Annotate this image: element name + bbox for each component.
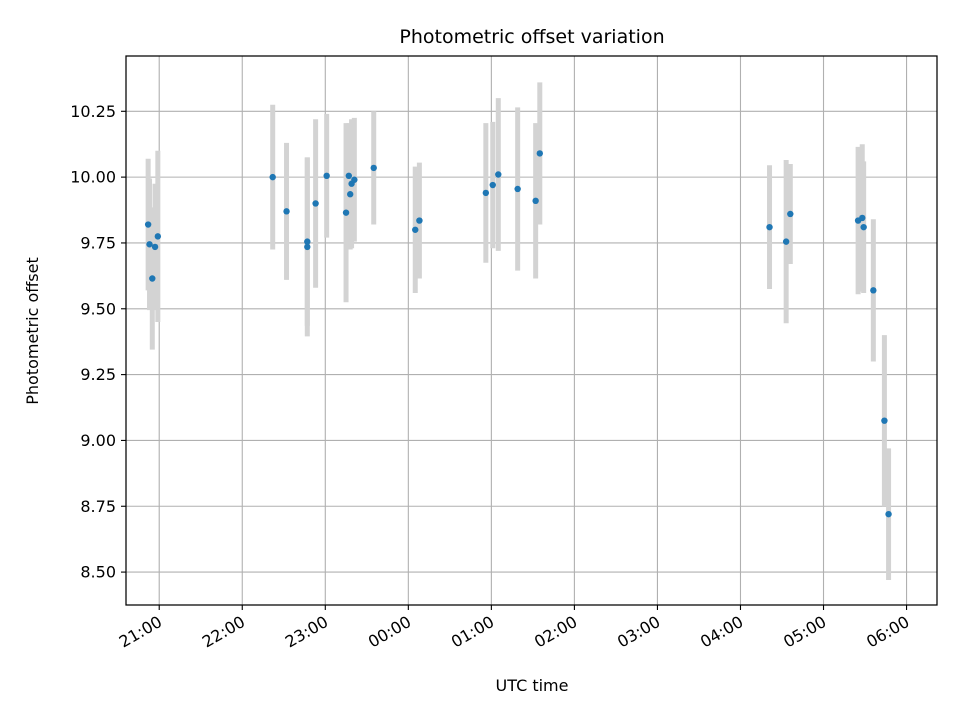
y-axis-ticks: 8.50 8.75 9.00 9.25 9.50 9.75 10.00 10.25 bbox=[70, 102, 126, 582]
data-point bbox=[304, 243, 311, 251]
data-point bbox=[495, 171, 502, 178]
data-point bbox=[342, 209, 350, 216]
data-point bbox=[881, 417, 888, 424]
data-point bbox=[144, 221, 152, 228]
data-point bbox=[885, 510, 892, 518]
y-tick-label: 9.25 bbox=[80, 365, 116, 384]
data-point bbox=[870, 287, 877, 294]
data-point bbox=[351, 176, 358, 183]
data-point bbox=[532, 197, 539, 205]
data-point bbox=[370, 164, 377, 172]
data-point bbox=[304, 238, 311, 245]
y-tick-label: 10.00 bbox=[70, 168, 116, 187]
chart-title: Photometric offset variation bbox=[399, 26, 664, 48]
data-point bbox=[766, 223, 773, 231]
y-tick-label: 8.50 bbox=[80, 563, 116, 582]
axes-frame bbox=[125, 55, 938, 606]
data-point bbox=[782, 238, 790, 245]
data-point bbox=[149, 275, 156, 282]
data-point bbox=[345, 172, 353, 180]
data-point bbox=[146, 241, 153, 248]
data-point bbox=[412, 226, 419, 233]
data-point bbox=[489, 181, 496, 189]
data-point bbox=[323, 172, 330, 180]
data-point bbox=[859, 214, 866, 222]
data-point bbox=[347, 191, 354, 198]
data-point bbox=[536, 150, 544, 157]
data-point bbox=[787, 210, 794, 218]
data-points bbox=[144, 150, 892, 518]
data-point bbox=[482, 189, 490, 197]
data-point bbox=[312, 200, 319, 207]
data-point bbox=[416, 217, 423, 224]
data-point bbox=[860, 223, 867, 231]
data-point bbox=[514, 185, 521, 193]
x-axis-label: UTC time bbox=[496, 676, 569, 695]
y-tick-label: 8.75 bbox=[80, 497, 116, 516]
y-tick-label: 9.75 bbox=[80, 233, 116, 252]
y-tick-label: 10.25 bbox=[70, 102, 116, 121]
data-point bbox=[269, 173, 276, 181]
y-tick-label: 9.50 bbox=[80, 299, 116, 318]
data-point bbox=[151, 243, 159, 251]
data-point bbox=[154, 233, 162, 240]
grid bbox=[126, 56, 937, 605]
data-point bbox=[283, 208, 290, 215]
y-axis-label: Photometric offset bbox=[23, 257, 42, 405]
y-tick-label: 9.00 bbox=[80, 431, 116, 450]
